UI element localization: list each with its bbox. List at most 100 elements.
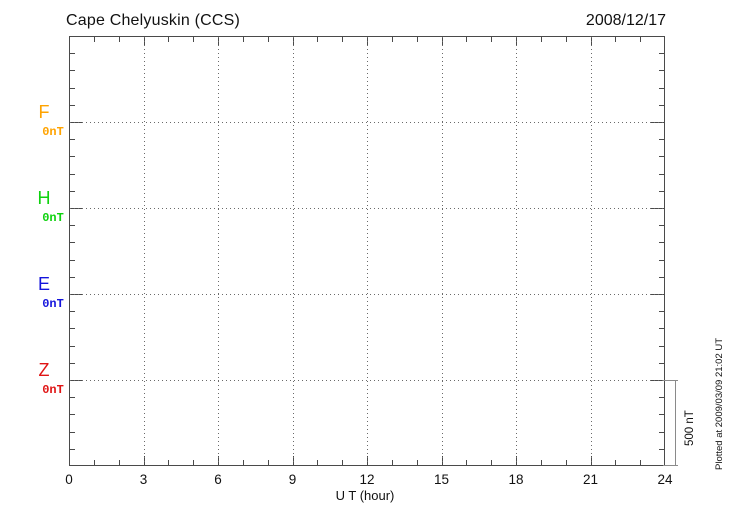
y-tick <box>659 190 664 192</box>
y-tick <box>659 242 664 244</box>
component-baseline-value-E: 0nT <box>42 297 64 311</box>
vertical-gridline <box>516 37 517 465</box>
y-tick <box>70 190 75 192</box>
y-tick <box>70 225 75 227</box>
scale-bar-label: 500 nT <box>684 410 696 446</box>
y-tick <box>659 87 664 89</box>
y-tick <box>70 242 75 244</box>
vertical-gridline <box>218 37 219 465</box>
x-tick <box>317 37 319 42</box>
component-label-F: F <box>38 102 50 122</box>
scale-bar-line <box>675 380 676 466</box>
y-tick <box>70 448 75 450</box>
component-label-H: H <box>37 188 51 208</box>
baseline-gridline <box>70 208 664 209</box>
x-tick-label: 9 <box>288 472 297 487</box>
y-tick <box>659 448 664 450</box>
y-tick <box>70 414 75 416</box>
y-tick <box>659 225 664 227</box>
x-tick <box>342 460 344 465</box>
plot-area-frame <box>69 36 665 466</box>
x-tick <box>640 460 642 465</box>
y-tick <box>70 87 75 89</box>
x-tick <box>342 37 344 42</box>
x-tick <box>267 37 269 42</box>
x-tick <box>416 37 418 42</box>
x-tick <box>242 460 244 465</box>
y-tick <box>659 414 664 416</box>
baseline-gridline <box>70 294 664 295</box>
x-tick <box>93 37 95 42</box>
x-tick <box>168 37 170 42</box>
x-tick <box>540 460 542 465</box>
baseline-gridline <box>70 122 664 123</box>
y-tick <box>659 362 664 364</box>
y-tick <box>70 362 75 364</box>
x-tick <box>466 37 468 42</box>
x-axis-title: U T (hour) <box>335 488 395 503</box>
vertical-gridline <box>367 37 368 465</box>
y-tick <box>659 259 664 261</box>
x-tick-label: 6 <box>214 472 222 487</box>
y-tick <box>659 328 664 330</box>
y-tick <box>659 156 664 158</box>
x-tick <box>118 460 120 465</box>
vertical-gridline <box>292 37 294 465</box>
x-tick <box>540 37 542 42</box>
y-tick <box>659 139 664 141</box>
y-tick <box>659 431 664 433</box>
y-tick <box>70 70 75 72</box>
x-tick <box>242 37 244 42</box>
x-tick <box>416 460 418 465</box>
y-tick <box>70 259 75 261</box>
component-label-E: E <box>37 274 50 294</box>
component-baseline-value-Z: 0nT <box>42 383 64 397</box>
y-tick <box>659 70 664 72</box>
y-tick <box>70 173 75 175</box>
y-tick <box>659 276 664 278</box>
x-tick-label: 21 <box>582 472 599 487</box>
x-tick <box>93 460 95 465</box>
x-tick <box>193 37 195 42</box>
x-tick <box>565 460 567 465</box>
x-tick-label: 12 <box>359 472 375 487</box>
y-tick <box>70 53 75 55</box>
y-tick <box>659 397 664 399</box>
y-tick <box>70 397 75 399</box>
y-tick <box>659 104 664 106</box>
x-tick-label: 3 <box>139 472 148 487</box>
component-baseline-value-H: 0nT <box>42 211 64 225</box>
x-tick-label: 15 <box>433 472 450 487</box>
x-tick <box>491 37 493 42</box>
y-tick <box>70 328 75 330</box>
y-tick <box>70 345 75 347</box>
component-label-Z: Z <box>38 360 50 380</box>
y-tick <box>659 173 664 175</box>
x-tick <box>615 460 617 465</box>
x-tick <box>317 460 319 465</box>
plot-date: 2008/12/17 <box>585 12 666 29</box>
x-tick <box>391 460 393 465</box>
station-title: Cape Chelyuskin (CCS) <box>66 12 241 29</box>
y-tick <box>70 104 75 106</box>
x-tick <box>466 460 468 465</box>
baseline-gridline <box>70 380 664 381</box>
y-tick <box>70 311 75 313</box>
y-tick <box>659 311 664 313</box>
x-tick <box>193 460 195 465</box>
vertical-gridline <box>441 37 443 465</box>
y-tick <box>659 53 664 55</box>
y-tick <box>70 431 75 433</box>
x-tick <box>267 460 269 465</box>
x-tick <box>565 37 567 42</box>
y-tick <box>659 345 664 347</box>
x-tick <box>640 37 642 42</box>
vertical-gridline <box>590 37 592 465</box>
x-tick-label: 0 <box>65 472 73 487</box>
vertical-gridline <box>143 37 145 465</box>
x-tick <box>391 37 393 42</box>
y-tick <box>70 276 75 278</box>
x-tick <box>615 37 617 42</box>
y-tick <box>70 156 75 158</box>
